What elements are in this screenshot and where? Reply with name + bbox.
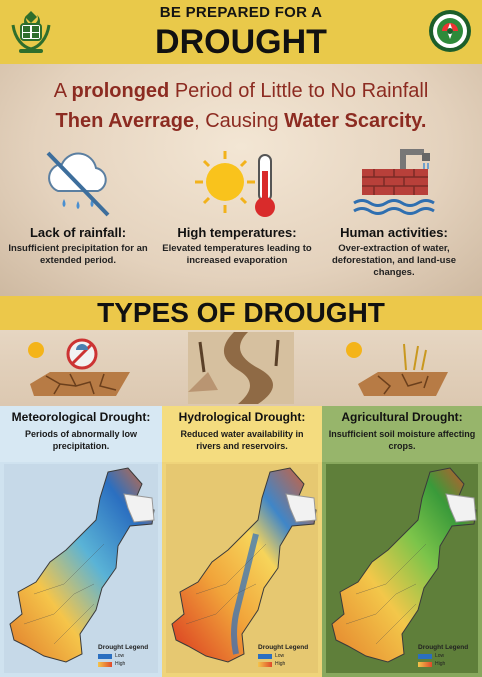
ndma-seal-icon <box>429 10 471 52</box>
drought-map <box>326 464 478 673</box>
type-description: Reduced water availability in rivers and… <box>180 429 304 451</box>
pakistan-map-green <box>331 467 477 663</box>
cause-high-temperatures: High temperatures: Elevated temperatures… <box>162 145 312 267</box>
legend-swatch-low <box>418 653 432 659</box>
drought-legend: Drought Legend Low High <box>98 644 158 672</box>
cause-title: High temperatures: <box>177 225 297 240</box>
legend-title: Drought Legend <box>98 644 149 651</box>
type-hydrological: Hydrological Drought: Reduced water avai… <box>162 406 322 677</box>
water-tap-icon <box>353 149 435 215</box>
cause-description: Elevated temperatures leading to increas… <box>162 243 312 266</box>
tagline-text: Period of Little to No Rainfall <box>169 80 429 102</box>
type-description: Periods of abnormally low precipitation. <box>24 429 138 451</box>
legend-high: High <box>275 661 286 667</box>
cause-title: Lack of rainfall: <box>29 225 127 240</box>
legend-low: Low <box>435 653 445 659</box>
cause-description: Insufficient precipitation for an extend… <box>8 243 148 266</box>
cracked-earth-no-rain-icon <box>28 338 130 396</box>
drought-map <box>4 464 158 673</box>
legend-low: Low <box>275 653 285 659</box>
tagline-text: A <box>53 80 72 102</box>
drought-legend: Drought Legend Low High <box>418 644 478 672</box>
type-meteorological: Meteorological Drought: Periods of abnor… <box>0 406 162 677</box>
dry-river-icon <box>188 332 294 404</box>
tagline-bold: prolonged <box>71 80 170 102</box>
type-title: Meteorological Drought: <box>11 410 151 424</box>
govt-emblem-icon <box>11 11 51 53</box>
sun-thermometer-icon <box>195 151 275 217</box>
type-description: Insufficient soil moisture affecting cro… <box>328 429 476 451</box>
no-rain-cloud-icon <box>46 151 110 217</box>
types-title: TYPES OF DROUGHT <box>97 297 385 328</box>
dry-crops-icon <box>346 342 448 396</box>
type-header: Hydrological Drought: Reduced water avai… <box>162 406 322 462</box>
legend-swatch-high <box>258 661 272 667</box>
tagline-line-1: A prolonged Period of Little to No Rainf… <box>6 80 476 102</box>
drought-legend: Drought Legend Low High <box>258 644 318 672</box>
illustration-strip <box>0 330 482 406</box>
legend-swatch-high <box>418 661 432 667</box>
tagline-bold: Water Scarcity. <box>284 110 427 132</box>
legend-swatch-high <box>98 661 112 667</box>
tagline-text: , Causing <box>194 110 285 132</box>
legend-low: Low <box>115 653 125 659</box>
header-subtitle: BE PREPARED FOR A <box>159 4 323 21</box>
legend-swatch-low <box>98 653 112 659</box>
tagline-line-2: Then Averrage, Causing Water Scarcity. <box>6 110 476 132</box>
header-banner: BE PREPARED FOR A DROUGHT <box>0 0 482 64</box>
type-header: Agricultural Drought: Insufficient soil … <box>322 406 482 462</box>
cause-human-activities: Human activities: Over-extraction of wat… <box>319 145 469 279</box>
legend-high: High <box>115 661 126 667</box>
legend-title: Drought Legend <box>258 644 309 651</box>
type-header: Meteorological Drought: Periods of abnor… <box>0 406 162 462</box>
tagline-bold: Then Averrage <box>55 110 195 132</box>
header-title: DROUGHT <box>155 23 327 61</box>
type-title: Hydrological Drought: <box>178 410 306 424</box>
type-title: Agricultural Drought: <box>341 410 463 424</box>
legend-swatch-low <box>258 653 272 659</box>
cause-lack-of-rainfall: Lack of rainfall: Insufficient precipita… <box>3 145 153 267</box>
cause-description: Over-extraction of water, deforestation,… <box>331 243 457 278</box>
cause-title: Human activities: <box>340 225 448 240</box>
types-banner: TYPES OF DROUGHT <box>0 296 482 330</box>
pakistan-map-red <box>171 467 317 663</box>
legend-title: Drought Legend <box>418 644 469 651</box>
legend-high: High <box>435 661 446 667</box>
pakistan-map-blue <box>9 467 155 663</box>
type-agricultural: Agricultural Drought: Insufficient soil … <box>322 406 482 677</box>
drought-map <box>166 464 318 673</box>
